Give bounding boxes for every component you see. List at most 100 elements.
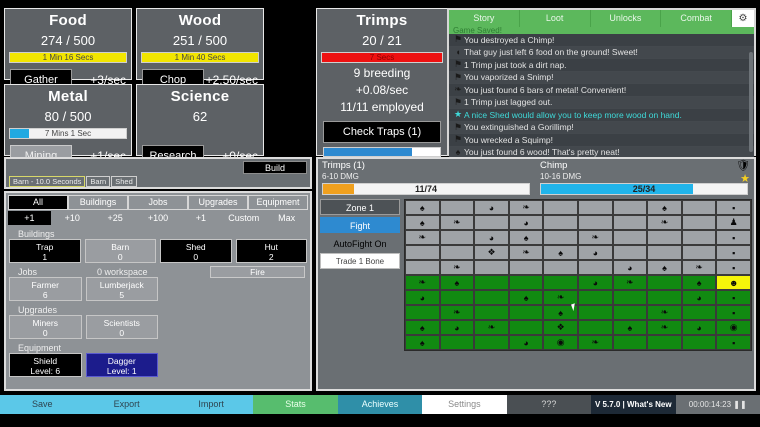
map-cell-box[interactable]: ▪: [716, 245, 751, 260]
battle-button-fight[interactable]: Fight: [320, 217, 400, 233]
map-cell-food[interactable]: ◕: [405, 290, 440, 305]
map-cell-empty[interactable]: [474, 290, 509, 305]
map-cell-wood[interactable]: ♠: [647, 260, 682, 275]
map-cell-coin[interactable]: ◉: [716, 320, 751, 335]
category-tab-buildings[interactable]: Buildings: [68, 195, 128, 210]
map-cell-food[interactable]: ◕: [577, 275, 613, 290]
map-cell-metal[interactable]: ❧: [405, 275, 440, 290]
build-button[interactable]: Build: [243, 161, 307, 174]
map-cell-coin[interactable]: ◉: [543, 335, 578, 350]
quantity-tab-5[interactable]: Custom: [222, 211, 266, 225]
item-hut[interactable]: Hut 2: [235, 239, 307, 263]
map-cell-food[interactable]: ◕: [577, 245, 613, 260]
map-cell-box[interactable]: ▪: [716, 335, 751, 350]
map-cell-person[interactable]: ♟: [716, 215, 751, 230]
map-cell-empty[interactable]: [543, 215, 578, 230]
map-cell-empty[interactable]: [612, 230, 648, 245]
map-cell-empty[interactable]: [508, 275, 544, 290]
bottom-button-v-5-7-0-what-s-new[interactable]: V 5.7.0 | What's New: [591, 395, 676, 414]
check-traps-button[interactable]: Check Traps (1): [323, 121, 441, 143]
build-tooltip[interactable]: Barn - 10.0 Seconds: [9, 176, 86, 187]
map-cell-empty[interactable]: [439, 245, 475, 260]
map-cell-wood[interactable]: ♠: [405, 200, 440, 215]
bottom-button-stats[interactable]: Stats: [253, 395, 338, 414]
map-cell-metal[interactable]: ❧: [439, 215, 475, 230]
map-cell-box[interactable]: ▪: [716, 260, 751, 275]
bottom-button-save[interactable]: Save: [0, 395, 85, 414]
map-cell-box[interactable]: ▪: [716, 230, 751, 245]
battle-button-autofight[interactable]: AutoFight On: [333, 239, 387, 249]
bottom-button-achieves[interactable]: Achieves: [337, 395, 423, 414]
map-cell-metal[interactable]: ❧: [543, 290, 578, 305]
map-cell-metal[interactable]: ❧: [577, 230, 613, 245]
map-cell-empty[interactable]: [681, 305, 717, 320]
log-scrollbar[interactable]: [749, 52, 753, 152]
map-cell-food[interactable]: ◕: [474, 200, 509, 215]
map-cell-empty[interactable]: [681, 245, 717, 260]
item-shield[interactable]: Shield Level: 6: [9, 353, 82, 377]
map-cell-empty[interactable]: [577, 215, 613, 230]
map-cell-box[interactable]: ▪: [716, 200, 751, 215]
quantity-tab-2[interactable]: +25: [93, 211, 137, 225]
item-scientists[interactable]: Scientists 0: [85, 315, 158, 339]
map-cell-food[interactable]: ◕: [681, 290, 717, 305]
item-dagger[interactable]: Dagger Level: 1: [85, 353, 158, 377]
build-tab-barn[interactable]: Barn: [86, 176, 111, 187]
map-cell-wood[interactable]: ♠: [405, 215, 440, 230]
map-cell-food[interactable]: ◕: [474, 230, 509, 245]
item-lumberjack[interactable]: Lumberjack 5: [85, 277, 158, 301]
item-farmer[interactable]: Farmer 6: [9, 277, 82, 301]
map-cell-empty[interactable]: [508, 305, 544, 320]
map-cell-wood[interactable]: ♠: [681, 275, 717, 290]
log-tab-unlocks[interactable]: Unlocks: [591, 10, 662, 27]
star-icon[interactable]: ★: [740, 173, 750, 185]
bottom-button-00-00-14-23[interactable]: 00:00:14:23 ❚❚: [675, 395, 760, 414]
map-cell-metal[interactable]: ❧: [647, 305, 682, 320]
map-cell-empty[interactable]: [439, 200, 475, 215]
map-cell-empty[interactable]: [543, 200, 578, 215]
map-cell-empty[interactable]: [647, 335, 682, 350]
map-cell-wood[interactable]: ♠: [647, 200, 682, 215]
map-cell-empty[interactable]: [474, 215, 509, 230]
map-cell-wood[interactable]: ♠: [508, 290, 544, 305]
log-message-list[interactable]: ⚑ You destroyed a Chimp! ◖ That guy just le…: [449, 34, 754, 161]
map-cell-gems[interactable]: ❖: [543, 320, 578, 335]
map-cell-empty[interactable]: [405, 305, 440, 320]
map-cell-metal[interactable]: ❧: [647, 320, 682, 335]
battle-button-zone[interactable]: Zone 1: [320, 199, 400, 215]
map-cell-wood[interactable]: ♠: [405, 335, 440, 350]
map-cell-empty[interactable]: [612, 200, 648, 215]
map-cell-metal[interactable]: ❧: [439, 260, 475, 275]
quantity-tab-6[interactable]: Max: [265, 211, 309, 225]
quantity-tab-3[interactable]: +100: [136, 211, 180, 225]
map-cell-metal[interactable]: ❧: [439, 305, 475, 320]
map-cell-wood[interactable]: ♠: [543, 305, 578, 320]
bottom-button-import[interactable]: Import: [168, 395, 254, 414]
map-cell-empty[interactable]: [681, 200, 717, 215]
category-tab-upgrades[interactable]: Upgrades: [188, 195, 248, 210]
category-tab-equipment[interactable]: Equipment: [248, 195, 308, 210]
map-cell-food[interactable]: ◕: [508, 215, 544, 230]
map-cell-empty[interactable]: [681, 215, 717, 230]
map-cell-metal[interactable]: ❧: [474, 320, 509, 335]
battle-button-trade[interactable]: Trade 1 Bone: [320, 253, 400, 269]
map-cell-boss[interactable]: ☻: [716, 275, 751, 290]
log-tab-story[interactable]: Story: [449, 10, 520, 27]
bottom-button-export[interactable]: Export: [84, 395, 169, 414]
map-cell-empty[interactable]: [439, 230, 475, 245]
map-cell-wood[interactable]: ♠: [439, 275, 475, 290]
category-tab-jobs[interactable]: Jobs: [128, 195, 188, 210]
map-cell-empty[interactable]: [543, 275, 578, 290]
map-cell-wood[interactable]: ♠: [612, 320, 648, 335]
map-cell-empty[interactable]: [543, 260, 578, 275]
map-cell-wood[interactable]: ♠: [405, 320, 440, 335]
map-cell-empty[interactable]: [612, 305, 648, 320]
map-cell-empty[interactable]: [543, 230, 578, 245]
map-cell-gems[interactable]: ❖: [474, 245, 509, 260]
map-cell-empty[interactable]: [439, 290, 475, 305]
map-cell-metal[interactable]: ❧: [612, 275, 648, 290]
item-barn[interactable]: Barn 0: [84, 239, 156, 263]
map-cell-empty[interactable]: [474, 335, 509, 350]
quantity-tab-4[interactable]: +1: [179, 211, 223, 225]
map-cell-empty[interactable]: [508, 260, 544, 275]
